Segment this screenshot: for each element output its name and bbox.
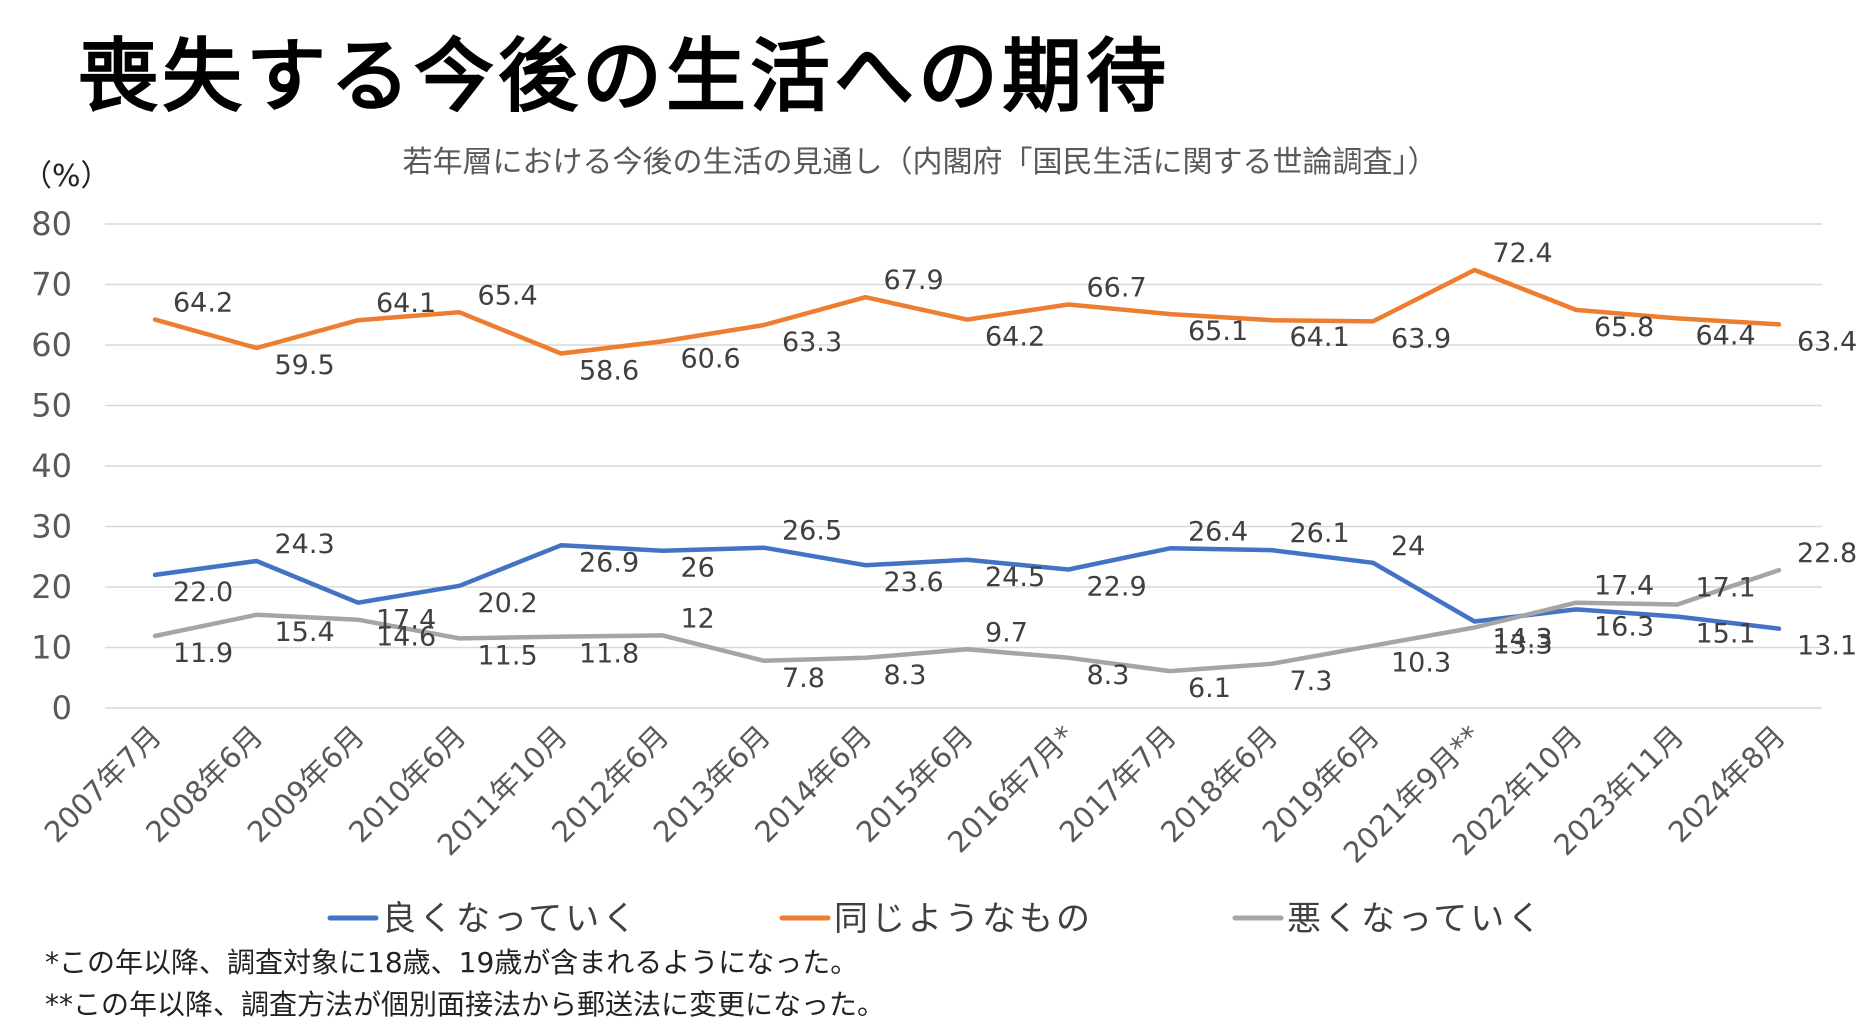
data-label-good: 26.9	[579, 547, 639, 578]
y-tick-label: 70	[31, 266, 72, 304]
data-label-same: 58.6	[579, 355, 639, 386]
data-label-bad: 7.3	[1290, 666, 1333, 697]
data-label-good: 26	[681, 553, 715, 584]
y-axis-ticks: 0 10 20 30 40 50 60 70 80	[31, 205, 72, 727]
data-label-good: 14.3	[1493, 623, 1553, 654]
data-label-bad: 6.1	[1188, 673, 1231, 704]
data-label-bad: 15.4	[275, 617, 335, 648]
chart-title: 若年層における今後の生活の見通し（内閣府「国民生活に関する世論調査」）	[403, 145, 1438, 180]
series-lines	[152, 267, 1782, 674]
data-label-same: 67.9	[884, 265, 944, 296]
y-tick-label: 50	[31, 387, 72, 425]
data-label-same: 63.3	[782, 327, 842, 358]
legend: 良くなっていく 同じようなもの 悪くなっていく	[327, 899, 1544, 939]
series-line-same	[152, 267, 1782, 356]
data-label-same: 64.1	[376, 288, 436, 319]
data-label-same: 65.8	[1594, 312, 1654, 343]
footnote-1: *この年以降、調査対象に18歳、19歳が含まれるようになった。	[45, 946, 859, 979]
data-label-good: 22.0	[173, 577, 233, 608]
data-label-good: 26.4	[1188, 516, 1248, 547]
data-label-good: 22.9	[1087, 571, 1147, 602]
data-label-bad: 10.3	[1391, 648, 1451, 679]
y-tick-label: 20	[31, 568, 72, 606]
series-line-bad	[152, 567, 1782, 674]
data-labels: 22.0 24.3 17.4 20.2 26.9 26 26.5 23.6 24.5 22.9 26…	[173, 238, 1857, 704]
data-label-same: 64.2	[985, 322, 1045, 353]
legend-label-same: 同じようなもの	[834, 899, 1093, 939]
data-label-good: 24.5	[985, 562, 1045, 593]
y-tick-label: 60	[31, 326, 72, 364]
data-label-good: 20.2	[478, 588, 538, 619]
page-title: 喪失する今後の生活への期待	[78, 30, 1170, 123]
data-label-bad: 11.8	[579, 639, 639, 670]
y-tick-label: 40	[31, 447, 72, 485]
y-tick-label: 10	[31, 629, 72, 667]
data-label-good: 26.5	[782, 516, 842, 547]
data-label-good: 24	[1391, 531, 1425, 562]
data-label-bad: 8.3	[884, 660, 927, 691]
data-label-bad: 11.9	[173, 638, 233, 669]
data-label-bad: 14.6	[376, 622, 436, 653]
data-label-bad: 12	[681, 603, 715, 634]
data-label-bad: 17.4	[1594, 571, 1654, 602]
data-label-same: 66.7	[1087, 272, 1147, 303]
data-label-bad: 9.7	[985, 617, 1028, 648]
data-label-bad: 13.3	[1493, 630, 1553, 661]
y-axis-label: （%）	[22, 159, 111, 194]
x-axis-ticks: 2007年7月2008年6月2009年6月2010年6月2011年10月2012…	[38, 719, 1792, 870]
data-label-same: 72.4	[1493, 238, 1553, 269]
data-label-good: 15.1	[1696, 619, 1756, 650]
legend-label-bad: 悪くなっていく	[1287, 899, 1544, 939]
y-tick-label: 0	[52, 689, 72, 727]
legend-label-good: 良くなっていく	[382, 899, 639, 939]
data-label-bad: 8.3	[1087, 660, 1130, 691]
data-label-good: 26.1	[1290, 518, 1350, 549]
data-label-good: 17.4	[376, 605, 436, 636]
y-tick-label: 30	[31, 508, 72, 546]
footnote-2: **この年以降、調査方法が個別面接法から郵送法に変更になった。	[45, 988, 886, 1021]
data-label-same: 65.4	[478, 280, 538, 311]
data-label-same: 64.4	[1696, 320, 1756, 351]
data-label-same: 59.5	[275, 350, 335, 381]
data-label-good: 13.1	[1797, 631, 1857, 662]
y-tick-label: 80	[31, 205, 72, 243]
data-label-same: 60.6	[681, 343, 741, 374]
data-label-bad: 11.5	[478, 640, 538, 671]
gridlines	[105, 223, 1822, 709]
data-label-bad: 7.8	[782, 663, 825, 694]
data-label-same: 64.1	[1290, 322, 1350, 353]
data-label-good: 23.6	[884, 567, 944, 598]
data-label-bad: 17.1	[1696, 573, 1756, 604]
data-label-good: 24.3	[275, 529, 335, 560]
data-label-same: 65.1	[1188, 316, 1248, 347]
data-label-good: 16.3	[1594, 611, 1654, 642]
data-label-same: 63.4	[1797, 326, 1857, 357]
data-label-same: 64.2	[173, 288, 233, 319]
data-label-bad: 22.8	[1797, 538, 1857, 569]
data-label-same: 63.9	[1391, 323, 1451, 354]
